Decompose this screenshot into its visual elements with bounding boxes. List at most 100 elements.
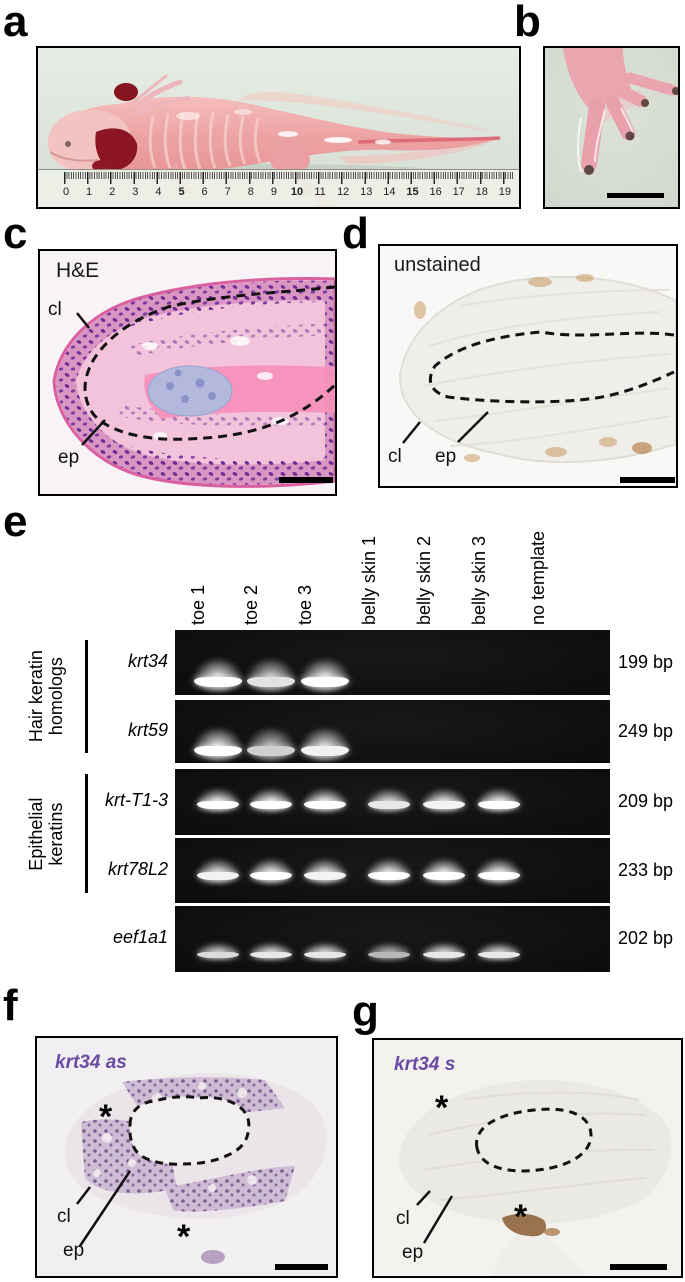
ruler-number: 18 [475,186,488,198]
ruler-number: 13 [360,186,373,198]
gel-band-core [301,677,349,687]
gel-strip-krt59 [175,700,610,763]
panel-letter-c: c [3,209,28,258]
he-histology-illustration [52,277,335,488]
panel-letter-b: b [514,0,541,46]
gel-band-core [194,677,242,687]
gel-band-core [301,746,349,756]
asterisk: * [177,1218,191,1256]
gel-band [366,858,412,884]
gel-band [476,942,522,960]
scale-bar [610,1264,667,1270]
unstained-section-illustration [398,274,676,464]
group-label-line: Hair keratin [25,650,46,743]
gel-band [476,788,522,812]
gel-band [245,658,297,692]
gel-band-core [247,677,295,687]
panel-c-photo: H&E cl ep [38,249,337,496]
gel-band-core [423,872,465,880]
gel-band [366,788,412,812]
gel-band-core [250,801,292,809]
gel-band-core [250,872,292,880]
gel-lane-label: belly skin 3 [469,535,489,625]
gel-band-core [304,801,346,809]
gel-band [245,727,297,761]
gel-lane-label: toe 2 [241,584,261,625]
amplicon-size-label: 233 bp [618,859,674,880]
gene-label: krt-T1-3 [105,790,168,810]
amplicon-size-label: 249 bp [618,720,674,741]
group-label-line: Epithelial [25,797,46,871]
scale-bar [275,1264,328,1270]
asterisk: * [435,1089,449,1127]
panel-letter-d: d [342,209,369,258]
scale-bar [279,477,333,483]
gel-band-core [423,952,465,958]
panel-letter-g: g [352,987,379,1036]
gel-band [421,858,467,884]
gel-band-glow [195,858,241,884]
ruler-number: 11 [314,186,326,198]
gel-lane-label: no template [528,530,548,625]
ruler-number: 12 [337,186,350,198]
group-label-epithelial: Epithelial keratins [26,768,66,900]
group-bracket-epithelial [85,774,88,893]
ep-annotation: ep [435,446,457,467]
cl-annotation: cl [396,1208,410,1229]
gene-label: krt78L2 [107,858,168,879]
ish-antisense-illustration [64,1073,327,1276]
ruler-number: 15 [406,186,419,198]
gel-band-glow [476,858,522,884]
ruler-number: 16 [429,186,442,198]
gel-strip-krt78L2 [175,838,610,903]
gel-band-core [304,952,346,958]
gel-band-core [478,872,520,880]
scale-bar [607,193,664,198]
gel-band [302,788,348,812]
gel-band-core [478,952,520,958]
panel-b-photo [543,46,680,209]
cl-annotation: cl [57,1206,71,1227]
ruler-number: 17 [452,186,465,198]
ruler-number: 1 [86,186,93,198]
gel-band-core [197,801,239,809]
gel-band-glow [302,858,348,884]
gel-band [421,788,467,812]
asterisk: * [99,1098,113,1136]
panel-letter-e: e [3,497,28,546]
cl-annotation: cl [48,299,62,320]
ruler-number: 2 [109,186,116,198]
ruler-number: 5 [178,186,185,198]
gel-lane-label: toe 1 [188,584,208,625]
gene-label: eef1a1 [112,927,168,947]
gel-band [248,788,294,812]
cl-annotation: cl [388,446,402,467]
gel-band-core [247,746,295,756]
scale-bar [620,477,675,483]
gel-band-glow [421,858,467,884]
stain-label: H&E [56,259,100,282]
gel-band [195,942,241,960]
gene-label: krt34 [127,650,168,671]
gel-band-core [423,801,465,809]
ruler-number: 9 [270,186,277,198]
ruler-number: 0 [62,186,70,198]
amplicon-size-label: 202 bp [618,928,674,948]
panel-letter-f: f [3,981,18,1030]
gel-band [299,658,351,692]
gel-band [192,658,244,692]
gel-band-core [194,746,242,756]
amplicon-size-label: 209 bp [618,791,674,811]
panel-f-photo: krt34 as * * cl ep [35,1036,338,1278]
ep-annotation: ep [63,1240,85,1261]
gel-band-core [368,872,410,880]
gene-label: krt59 [127,719,168,740]
gel-band-core [197,952,239,958]
ruler-number: 6 [201,186,208,198]
gel-band [302,942,348,960]
gel-band [366,942,412,960]
gel-strip-krt-T1-3 [175,769,610,835]
amplicon-size-label: 199 bp [618,651,674,672]
gel-band [476,858,522,884]
gel-band-core [250,952,292,958]
